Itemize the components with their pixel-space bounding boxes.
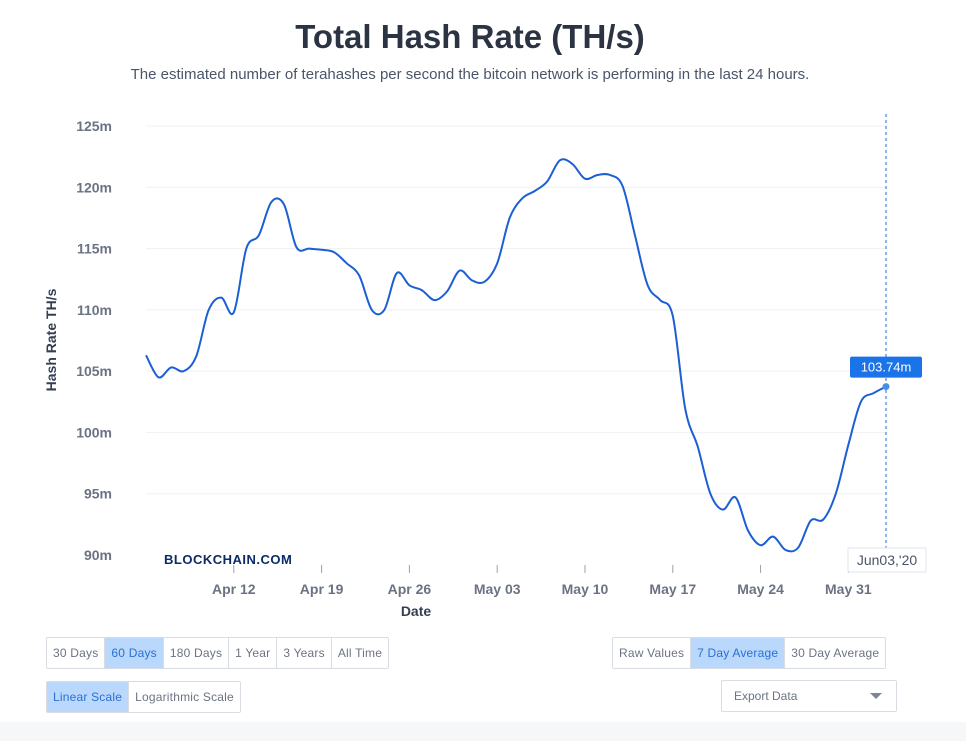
timespan-button-all-time[interactable]: All Time: [337, 646, 383, 660]
y-tick-label: 90m: [84, 547, 112, 563]
page-title: Total Hash Rate (TH/s): [295, 18, 645, 55]
timespan-button-3-years[interactable]: 3 Years: [277, 638, 332, 668]
y-tick-label: 125m: [76, 118, 112, 134]
x-tick-label: May 10: [562, 581, 609, 597]
x-tick-label: Apr 12: [212, 581, 256, 597]
scale-selector: Linear Scale Logarithmic Scale: [46, 681, 241, 713]
page-subtitle: The estimated number of terahashes per s…: [130, 66, 810, 83]
timespan-selector: 30 Days 60 Days 180 Days 1 Year 3 Years All T…: [46, 637, 390, 669]
scale-button-logarithmic-scale[interactable]: Logarithmic Scale: [135, 690, 234, 704]
export-data-dropdown[interactable]: Export Data: [721, 680, 897, 712]
series-line: [145, 158, 887, 553]
timespan-button-180-days[interactable]: 180 Days: [164, 638, 230, 668]
averaging-button-7-day-average[interactable]: 7 Day Average: [691, 638, 786, 668]
averaging-button-30-day-average[interactable]: 30 Day Average: [791, 646, 880, 660]
y-axis-title: Hash Rate TH/s: [43, 288, 59, 391]
footer-band: [0, 722, 966, 741]
x-axis-title: Date: [401, 603, 432, 619]
export-data-label: Export Data: [734, 689, 798, 703]
x-tick-label: May 31: [825, 581, 872, 597]
x-tick-label: May 03: [474, 581, 521, 597]
timespan-button-60-days[interactable]: 60 Days: [105, 638, 164, 668]
blockchain-watermark: BLOCKCHAIN.COM: [164, 552, 292, 567]
value-tooltip-bg: [850, 356, 922, 378]
y-tick-label: 95m: [84, 486, 112, 502]
timespan-button-1-year[interactable]: 1 Year: [229, 638, 278, 668]
x-tick-label: May 17: [649, 581, 696, 597]
x-tick-label: Apr 26: [388, 581, 432, 597]
timespan-button-30-days[interactable]: 30 Days: [47, 638, 106, 668]
date-tooltip-bg: [847, 547, 927, 573]
scale-button-linear-scale[interactable]: Linear Scale: [47, 682, 130, 712]
date-tooltip-label: Jun03,'20: [857, 552, 917, 568]
y-tick-label: 100m: [76, 424, 112, 440]
x-tick-label: May 24: [737, 581, 784, 597]
last-data-point: [882, 383, 890, 391]
value-tooltip-label: 103.74m: [861, 360, 912, 375]
averaging-selector: Raw Values 7 Day Average 30 Day Average: [612, 637, 887, 669]
y-tick-label: 105m: [76, 363, 112, 379]
y-tick-label: 120m: [76, 179, 112, 195]
chevron-down-icon: [870, 693, 882, 699]
averaging-button-raw-values[interactable]: Raw Values: [613, 638, 692, 668]
y-tick-label: 115m: [77, 241, 112, 257]
x-tick-label: Apr 19: [300, 581, 344, 597]
y-tick-label: 110m: [77, 302, 112, 318]
